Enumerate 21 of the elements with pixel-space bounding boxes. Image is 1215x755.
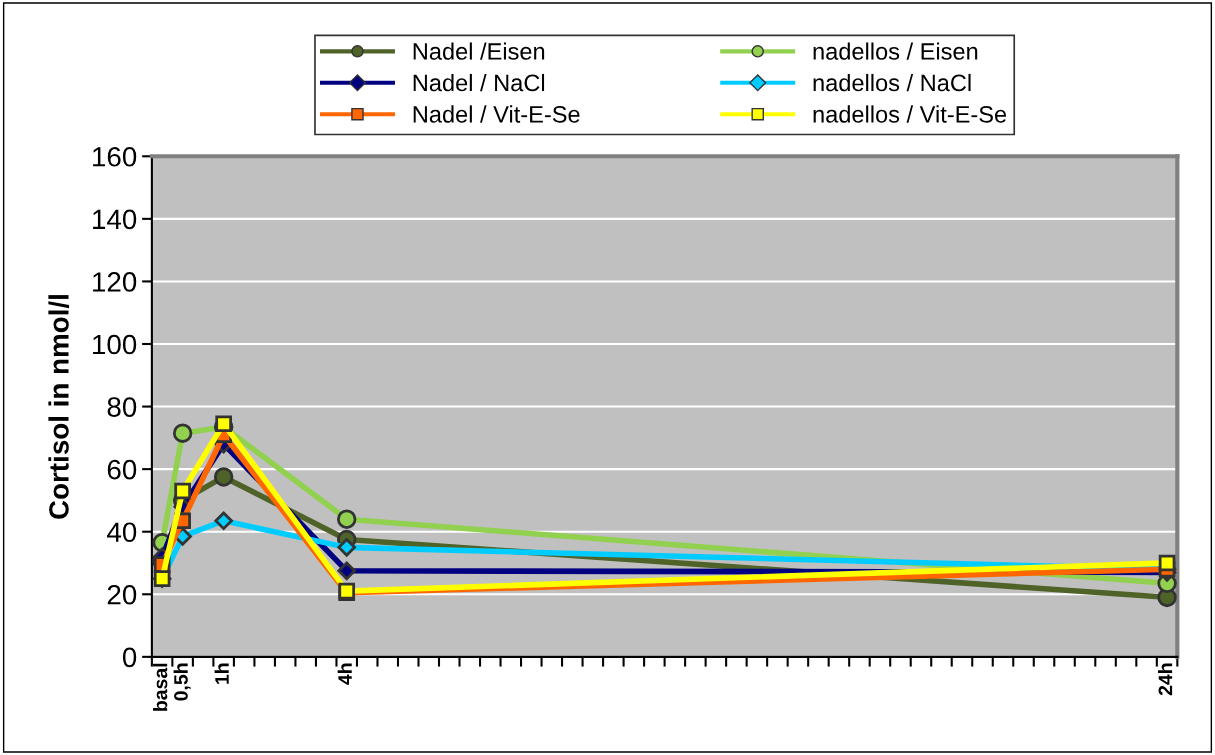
y-tick-label: 140 bbox=[93, 209, 137, 230]
y-tick-label: 20 bbox=[107, 584, 137, 605]
legend-label: nadellos / Eisen bbox=[813, 42, 978, 60]
y-axis-title: Cortisol in nmol/l bbox=[48, 295, 70, 519]
x-tick-label: 0,5h bbox=[173, 663, 191, 701]
legend-label: nadellos / Vit-E-Se bbox=[813, 105, 1007, 123]
y-tick-label: 160 bbox=[93, 146, 137, 167]
legend-label: Nadel /Eisen bbox=[413, 42, 545, 60]
legend-label: Nadel / NaCl bbox=[413, 73, 545, 92]
x-tick-label: 1h bbox=[214, 663, 229, 684]
y-tick-label: 0 bbox=[122, 647, 137, 668]
legend-label: nadellos / NaCl bbox=[813, 73, 971, 92]
x-tick-label: basal bbox=[153, 663, 168, 711]
y-tick-label: 100 bbox=[93, 334, 137, 355]
legend-label: Nadel / Vit-E-Se bbox=[413, 105, 580, 123]
x-tick-label: 24h bbox=[1158, 663, 1173, 696]
y-tick-label: 120 bbox=[93, 272, 137, 292]
y-tick-label: 40 bbox=[107, 522, 137, 543]
y-tick-label: 60 bbox=[107, 459, 137, 480]
y-tick-label: 80 bbox=[107, 397, 137, 417]
x-tick-label: 4h bbox=[337, 663, 352, 685]
